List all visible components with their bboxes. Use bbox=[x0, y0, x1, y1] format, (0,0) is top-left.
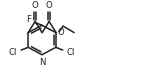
Text: F: F bbox=[26, 15, 31, 24]
Text: Cl: Cl bbox=[9, 48, 17, 57]
Text: O: O bbox=[57, 28, 64, 37]
Text: N: N bbox=[39, 58, 45, 67]
Text: Cl: Cl bbox=[67, 48, 75, 57]
Text: O: O bbox=[32, 1, 39, 10]
Text: O: O bbox=[46, 1, 52, 10]
